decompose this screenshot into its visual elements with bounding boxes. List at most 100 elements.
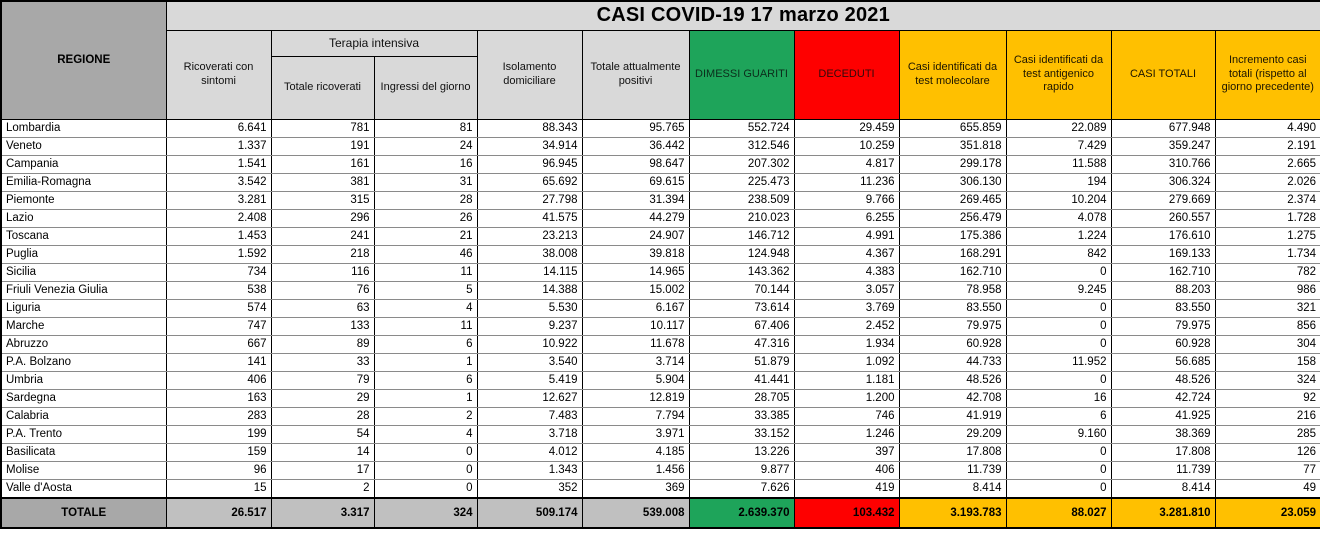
value-cell: 216 [1214,406,1320,426]
value-cell: 11.739 [1110,460,1216,480]
table-row: Piemonte 3.281 315 28 27.798 31.394 238.509 9.7… [0,190,1320,210]
totals-value-cell: 23.059 [1214,496,1320,529]
region-name-cell: Puglia [0,244,167,264]
table-row: Sicilia 734 116 11 14.115 14.965 143.362 4.383 1… [0,262,1320,282]
table-row: P.A. Bolzano 141 33 1 3.540 3.714 51.879 1.092 4… [0,352,1320,372]
value-cell: 2.026 [1214,172,1320,192]
value-cell: 24 [373,136,478,156]
region-name-cell: Abruzzo [0,334,167,354]
value-cell: 60.928 [1110,334,1216,354]
value-cell: 321 [1214,298,1320,318]
value-cell: 162.710 [898,262,1007,282]
value-cell: 51.879 [688,352,795,372]
value-cell: 6.641 [165,118,272,138]
value-cell: 1.343 [476,460,583,480]
value-cell: 6 [1005,406,1112,426]
column-header-incremento-casi: Incremento casi totali (rispetto al gior… [1214,29,1320,120]
value-cell: 3.281 [165,190,272,210]
value-cell: 27.798 [476,190,583,210]
value-cell: 406 [793,460,900,480]
region-name-cell: P.A. Bolzano [0,352,167,372]
value-cell: 141 [165,352,272,372]
totals-value-cell: 3.317 [270,496,375,529]
value-cell: 538 [165,280,272,300]
region-name-cell: Piemonte [0,190,167,210]
value-cell: 9.245 [1005,280,1112,300]
value-cell: 9.160 [1005,424,1112,444]
value-cell: 31 [373,172,478,192]
value-cell: 1.734 [1214,244,1320,264]
value-cell: 175.386 [898,226,1007,246]
table-row: Abruzzo 667 89 6 10.922 11.678 47.316 1.934 60.9… [0,334,1320,354]
value-cell: 194 [1005,172,1112,192]
value-cell: 21 [373,226,478,246]
value-cell: 369 [581,478,690,498]
column-header-ingressi-del-giorno: Ingressi del giorno [373,55,478,120]
value-cell: 8.414 [1110,478,1216,498]
value-cell: 1 [373,352,478,372]
value-cell: 191 [270,136,375,156]
value-cell: 667 [165,334,272,354]
value-cell: 1.456 [581,460,690,480]
value-cell: 39.818 [581,244,690,264]
totals-value-cell: 324 [373,496,478,529]
region-name-cell: Liguria [0,298,167,318]
column-header-test-molecolare: Casi identificati da test molecolare [898,29,1007,120]
value-cell: 81 [373,118,478,138]
value-cell: 5.904 [581,370,690,390]
value-cell: 0 [1005,442,1112,462]
column-header-regione: REGIONE [0,0,167,120]
value-cell: 17 [270,460,375,480]
value-cell: 67.406 [688,316,795,336]
table-row: Umbria 406 79 6 5.419 5.904 41.441 1.181 48.526 0… [0,370,1320,390]
value-cell: 69.615 [581,172,690,192]
value-cell: 11.952 [1005,352,1112,372]
value-cell: 143.362 [688,262,795,282]
value-cell: 8.414 [898,478,1007,498]
value-cell: 352 [476,478,583,498]
value-cell: 0 [1005,316,1112,336]
value-cell: 161 [270,154,375,174]
value-cell: 1.934 [793,334,900,354]
value-cell: 6 [373,334,478,354]
value-cell: 42.724 [1110,388,1216,408]
value-cell: 14 [270,442,375,462]
value-cell: 0 [1005,298,1112,318]
totals-value-cell: 26.517 [165,496,272,529]
value-cell: 1.092 [793,352,900,372]
table-footer: TOTALE 26.517 3.317 324 509.174 539.008 2.639.… [0,496,1320,529]
value-cell: 47.316 [688,334,795,354]
value-cell: 5.530 [476,298,583,318]
value-cell: 16 [373,154,478,174]
value-cell: 225.473 [688,172,795,192]
value-cell: 79.975 [1110,316,1216,336]
value-cell: 7.626 [688,478,795,498]
value-cell: 28 [270,406,375,426]
value-cell: 16 [1005,388,1112,408]
column-header-casi-totali: CASI TOTALI [1110,29,1216,120]
value-cell: 6 [373,370,478,390]
table-row: Marche 747 133 11 9.237 10.117 67.406 2.452 79.9… [0,316,1320,336]
value-cell: 4.367 [793,244,900,264]
value-cell: 10.922 [476,334,583,354]
value-cell: 304 [1214,334,1320,354]
value-cell: 0 [373,478,478,498]
table-row: Emilia-Romagna 3.542 381 31 65.692 69.615 225.… [0,172,1320,192]
value-cell: 199 [165,424,272,444]
value-cell: 11.739 [898,460,1007,480]
value-cell: 163 [165,388,272,408]
value-cell: 12.627 [476,388,583,408]
value-cell: 306.130 [898,172,1007,192]
column-group-terapia-intensiva: Terapia intensiva [270,29,478,57]
value-cell: 89 [270,334,375,354]
value-cell: 2 [270,478,375,498]
value-cell: 9.766 [793,190,900,210]
value-cell: 29.209 [898,424,1007,444]
value-cell: 2.452 [793,316,900,336]
column-header-totale-attualmente-positivi: Totale attualmente positivi [581,29,690,120]
value-cell: 218 [270,244,375,264]
value-cell: 146.712 [688,226,795,246]
value-cell: 33.385 [688,406,795,426]
value-cell: 2.665 [1214,154,1320,174]
table-row: Sardegna 163 29 1 12.627 12.819 28.705 1.200 42.… [0,388,1320,408]
